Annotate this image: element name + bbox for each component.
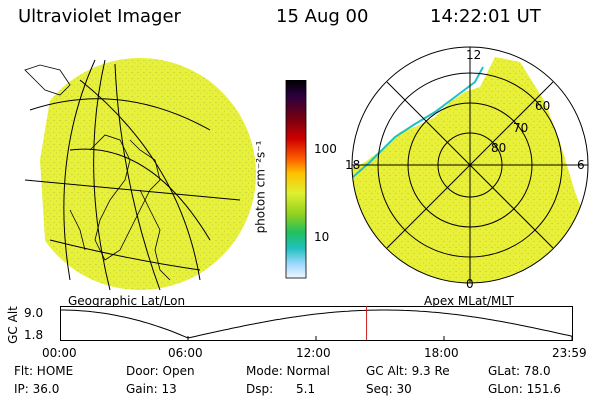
altitude-y-label: GC Alt <box>5 306 20 344</box>
apex-label: Apex MLat/MLT <box>424 294 514 308</box>
dsp-label: Dsp: <box>246 382 274 396</box>
door-status: Door: Open <box>126 364 195 378</box>
altitude-y-tick-min: 1.8 <box>24 328 44 342</box>
lat-label-60: 60 <box>535 99 550 113</box>
gc-altitude: GC Alt: 9.3 Re <box>366 364 450 378</box>
lat-label-70: 70 <box>513 121 528 135</box>
geo-longitude: GLon: 151.6 <box>488 382 561 396</box>
altitude-y-tick-max: 9.0 <box>24 306 44 320</box>
mlt-label-6: 6 <box>577 158 585 172</box>
time-tick-1200: 12:00 <box>296 346 331 360</box>
time-tick-0600: 06:00 <box>168 346 203 360</box>
dsp-value: 5.1 <box>296 382 316 396</box>
mode-status: Mode: Normal <box>246 364 330 378</box>
time-tick-2359: 23:59 <box>552 346 587 360</box>
sequence-value: Seq: 30 <box>366 382 412 396</box>
mlt-label-18: 18 <box>345 158 360 172</box>
mlt-label-0: 0 <box>466 277 474 291</box>
app-title: Ultraviolet Imager <box>18 6 181 27</box>
flight-mode: Flt: HOME <box>14 364 74 378</box>
geo-latitude: GLat: 78.0 <box>488 364 551 378</box>
date-label: 15 Aug 00 <box>276 6 369 27</box>
colorbar-tick-100: 100 <box>314 142 337 156</box>
geographic-label: Geographic Lat/Lon <box>68 294 186 308</box>
gain-value: Gain: 13 <box>126 382 177 396</box>
geographic-image <box>10 40 256 300</box>
colorbar-unit-label: photon cm⁻²s⁻¹ <box>253 140 268 234</box>
altitude-plot <box>60 306 573 341</box>
time-tick-1800: 18:00 <box>424 346 459 360</box>
mlt-label-12: 12 <box>466 48 481 62</box>
time-label: 14:22:01 UT <box>430 6 541 27</box>
lat-label-80: 80 <box>491 141 506 155</box>
colorbar <box>285 80 307 279</box>
apex-polar-image: 12 18 6 0 60 70 80 <box>345 46 589 291</box>
ip-value: IP: 36.0 <box>14 382 60 396</box>
colorbar-tick-10: 10 <box>314 230 330 244</box>
time-tick-0000: 00:00 <box>42 346 77 360</box>
